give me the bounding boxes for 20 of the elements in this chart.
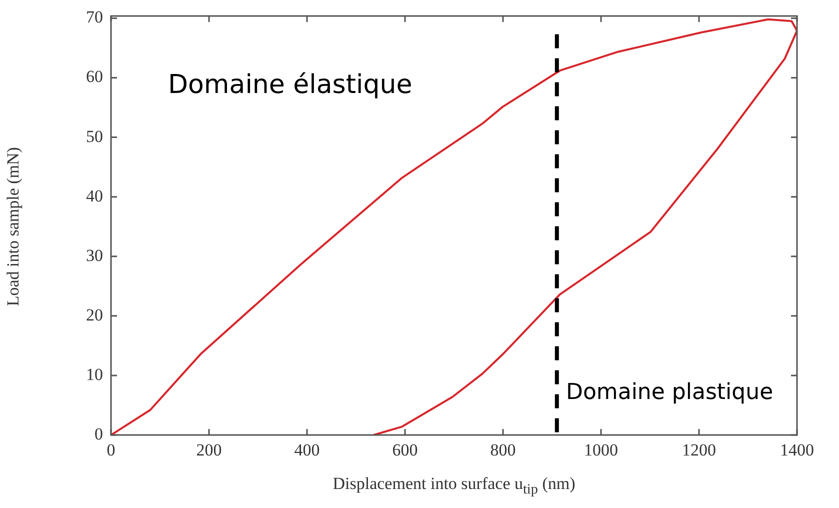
- y-tick-label: 10: [86, 364, 103, 384]
- y-tick-label: 70: [86, 8, 103, 27]
- x-tick-label: 0: [106, 440, 116, 460]
- x-tick-label: 200: [196, 440, 222, 460]
- x-tick-label: 1200: [682, 440, 716, 460]
- x-tick-label: 600: [392, 440, 418, 460]
- x-tick-label: 1000: [584, 440, 618, 460]
- y-axis-title: Load into sample (mN): [4, 147, 23, 306]
- y-tick-label: 50: [86, 126, 103, 146]
- annotation: Domaine élastique: [168, 70, 412, 100]
- y-tick-label: 40: [86, 186, 103, 206]
- x-tick-label: 400: [294, 440, 320, 460]
- y-tick-label: 30: [86, 246, 103, 265]
- x-tick-label: 1400: [780, 440, 814, 460]
- x-axis-title: Displacement into surface u$_{tip}$ (nm): [332, 474, 576, 498]
- y-tick-label: 60: [86, 67, 103, 86]
- y-tick-label: 0: [94, 424, 103, 444]
- y-tick-label: 20: [86, 305, 103, 324]
- annotation: Domaine plastique: [566, 380, 774, 405]
- x-tick-label: 800: [490, 440, 516, 460]
